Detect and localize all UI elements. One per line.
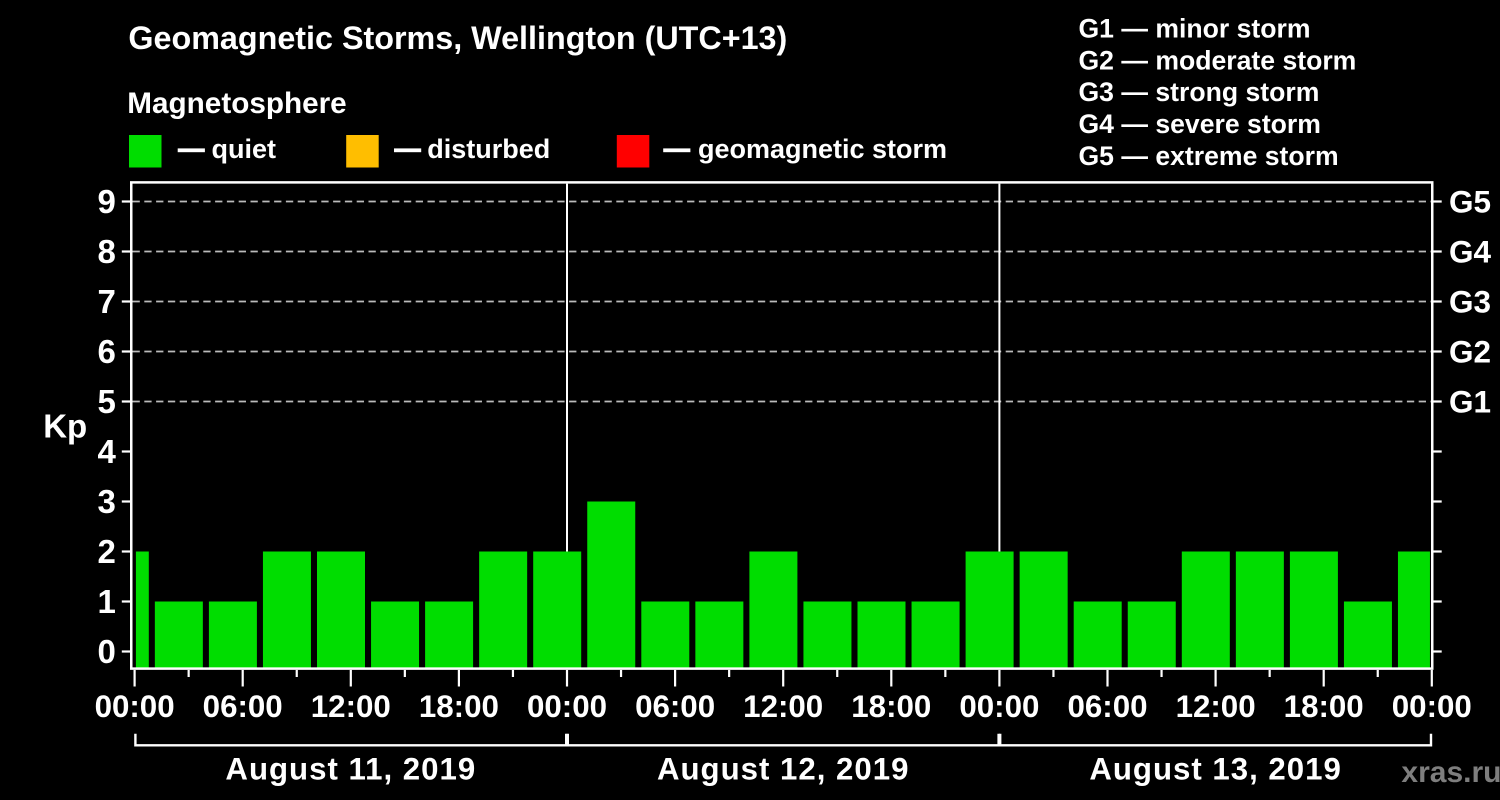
svg-text:1: 1 <box>97 583 115 620</box>
svg-text:18:00: 18:00 <box>1284 689 1364 724</box>
svg-text:18:00: 18:00 <box>419 689 499 724</box>
svg-text:G1: G1 <box>1449 383 1491 419</box>
svg-text:7: 7 <box>97 283 115 320</box>
svg-text:0: 0 <box>97 633 115 670</box>
svg-text:9: 9 <box>97 183 115 220</box>
svg-text:G2: G2 <box>1449 333 1491 369</box>
svg-text:Geomagnetic Storms, Wellington: Geomagnetic Storms, Wellington (UTC+13) <box>128 20 787 56</box>
svg-text:G1 — minor storm: G1 — minor storm <box>1079 14 1311 44</box>
svg-text:00:00: 00:00 <box>95 689 175 724</box>
svg-text:Kp: Kp <box>43 408 87 445</box>
svg-text:G5 — extreme storm: G5 — extreme storm <box>1079 141 1339 171</box>
svg-text:4: 4 <box>97 433 116 470</box>
svg-text:August 11, 2019: August 11, 2019 <box>225 752 476 787</box>
svg-text:G5: G5 <box>1449 183 1491 219</box>
svg-text:G4: G4 <box>1449 233 1492 269</box>
svg-text:G2 — moderate storm: G2 — moderate storm <box>1079 45 1357 75</box>
svg-text:12:00: 12:00 <box>311 689 391 724</box>
svg-text:3: 3 <box>97 483 115 520</box>
svg-text:August 13, 2019: August 13, 2019 <box>1089 752 1341 787</box>
svg-text:August 12, 2019: August 12, 2019 <box>657 752 909 787</box>
svg-text:6: 6 <box>97 333 115 370</box>
svg-text:12:00: 12:00 <box>743 689 823 724</box>
svg-text:12:00: 12:00 <box>1176 689 1256 724</box>
svg-text:disturbed: disturbed <box>427 134 550 164</box>
svg-text:06:00: 06:00 <box>203 689 283 724</box>
svg-text:5: 5 <box>97 383 115 420</box>
svg-text:G3 — strong storm: G3 — strong storm <box>1079 77 1320 107</box>
svg-text:18:00: 18:00 <box>851 689 931 724</box>
svg-text:Magnetosphere: Magnetosphere <box>127 87 346 120</box>
svg-text:xras.ru: xras.ru <box>1401 756 1500 789</box>
svg-text:00:00: 00:00 <box>959 689 1039 724</box>
svg-text:geomagnetic storm: geomagnetic storm <box>698 134 947 164</box>
svg-text:G4 — severe storm: G4 — severe storm <box>1079 109 1321 139</box>
svg-text:G3: G3 <box>1449 283 1491 319</box>
svg-text:00:00: 00:00 <box>1392 689 1472 724</box>
svg-text:06:00: 06:00 <box>635 689 715 724</box>
svg-text:00:00: 00:00 <box>527 689 607 724</box>
svg-text:8: 8 <box>97 233 115 270</box>
svg-text:06:00: 06:00 <box>1067 689 1147 724</box>
svg-text:quiet: quiet <box>212 134 277 164</box>
svg-text:2: 2 <box>97 533 115 570</box>
